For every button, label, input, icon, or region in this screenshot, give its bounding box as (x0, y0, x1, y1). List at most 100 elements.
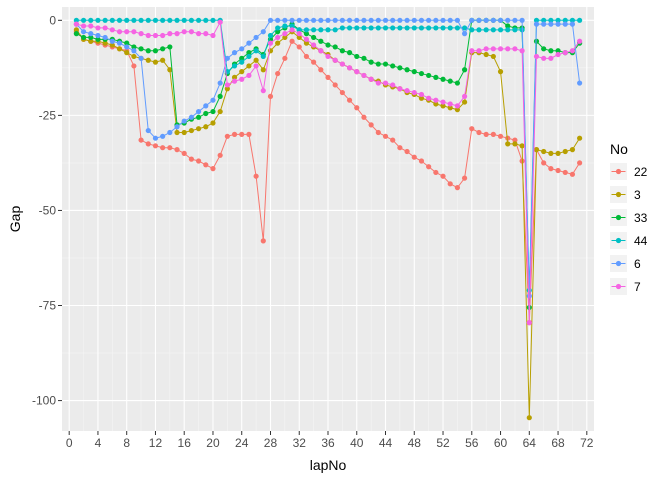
data-point (152, 135, 159, 141)
data-point (562, 21, 568, 27)
data-point (253, 48, 259, 54)
data-point (145, 17, 151, 23)
data-point (433, 101, 439, 107)
data-point (318, 67, 324, 73)
data-point (88, 23, 94, 29)
data-point (497, 69, 504, 75)
data-point (361, 55, 367, 61)
data-point (275, 34, 281, 41)
data-point (555, 51, 561, 58)
data-point (483, 131, 489, 137)
data-point (275, 17, 281, 23)
data-point (418, 91, 425, 98)
data-point (246, 40, 252, 46)
data-point (361, 72, 367, 79)
data-point (476, 27, 482, 33)
data-point (577, 17, 583, 23)
data-point (548, 21, 554, 27)
data-point (440, 99, 446, 105)
data-point (469, 17, 475, 23)
data-point (311, 17, 317, 23)
x-tick-label: 28 (264, 436, 278, 450)
data-point (210, 108, 216, 115)
data-point (95, 25, 101, 31)
data-point (325, 42, 331, 48)
data-point (224, 82, 230, 88)
data-point (533, 147, 540, 153)
data-point (339, 17, 345, 23)
data-point (181, 29, 187, 35)
data-point (447, 25, 453, 31)
data-point (109, 17, 115, 23)
data-point (203, 103, 209, 109)
data-point (73, 27, 79, 33)
data-point (210, 166, 216, 172)
data-point (167, 17, 173, 23)
data-point (476, 17, 482, 23)
data-point (303, 27, 310, 33)
data-point (195, 126, 202, 132)
data-point (95, 17, 101, 23)
data-point (174, 17, 180, 23)
series-7 (73, 19, 583, 326)
data-point (188, 156, 195, 162)
data-point (497, 133, 504, 139)
data-point (217, 93, 223, 99)
data-point (454, 17, 461, 23)
data-point (260, 29, 266, 35)
legend-label: 22 (634, 165, 648, 179)
data-point (102, 34, 108, 41)
data-point (354, 25, 360, 31)
data-point (411, 69, 417, 75)
data-point (95, 32, 101, 39)
data-point (339, 25, 345, 31)
data-point (131, 17, 137, 23)
data-point (332, 27, 338, 33)
data-point (181, 150, 187, 157)
data-point (368, 76, 374, 82)
data-point (124, 40, 130, 46)
data-point (145, 32, 151, 39)
data-point (224, 55, 230, 61)
data-point (160, 57, 166, 63)
data-point (275, 29, 281, 35)
data-point (505, 141, 511, 147)
data-point (440, 103, 446, 109)
data-point (231, 50, 238, 56)
data-point (282, 31, 288, 37)
data-point (368, 25, 374, 31)
data-point (131, 63, 137, 69)
x-axis: 0 4 8 12 16 20 24 28 32 36 40 44 48 52 56 60 64 68 72 (66, 431, 594, 450)
legend-title: No (610, 141, 628, 157)
data-point (152, 48, 159, 54)
data-point (167, 67, 173, 73)
data-point (497, 46, 504, 52)
data-point (224, 86, 230, 92)
data-point (109, 27, 115, 33)
data-point (354, 53, 360, 60)
data-point (541, 17, 547, 23)
data-point (447, 181, 453, 187)
data-point (447, 78, 453, 84)
data-point (332, 82, 338, 88)
data-point (195, 31, 202, 37)
data-point (239, 69, 245, 75)
data-point (296, 31, 302, 37)
data-point (397, 65, 403, 71)
data-point (167, 31, 173, 37)
y-tick-label: -25 (39, 108, 57, 122)
data-point (548, 55, 554, 61)
data-point (332, 57, 338, 63)
data-point (426, 72, 432, 79)
data-point (555, 167, 561, 174)
data-point (361, 17, 367, 23)
legend-label: 44 (634, 234, 648, 248)
data-point (361, 114, 367, 120)
x-tick-label: 52 (436, 436, 450, 450)
data-point (461, 93, 468, 99)
data-point (131, 44, 137, 50)
legend-item-7: 7 (610, 278, 641, 295)
data-point (411, 89, 417, 96)
data-point (390, 63, 396, 69)
data-point (311, 34, 317, 41)
